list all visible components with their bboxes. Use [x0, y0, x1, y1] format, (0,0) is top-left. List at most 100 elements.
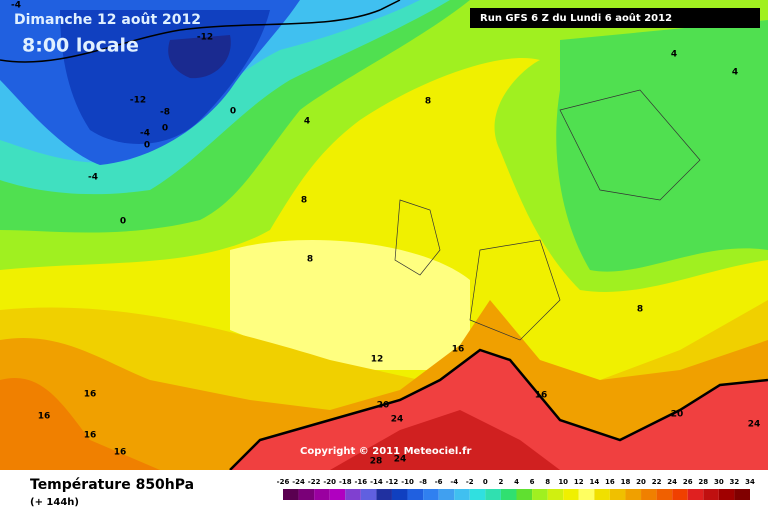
color-scale: -26 -24 -22 -20 -18 -16 -14 -12 -10 -8 -6 -4 -2 0 2 4 6 8…: [277, 478, 755, 500]
scale-label: -26: [277, 478, 290, 486]
scale-label: -12: [386, 478, 399, 486]
scale-swatch: [687, 489, 704, 500]
scale-swatch: [376, 489, 392, 500]
scale-label: 2: [498, 478, 503, 486]
scale-label: -18: [339, 478, 352, 486]
scale-label: 4: [514, 478, 519, 486]
scale-swatch: [516, 489, 533, 500]
contour-label: -4: [88, 173, 98, 183]
lead-time: (+ 144h): [30, 497, 79, 508]
scale-label: 34: [745, 478, 755, 486]
scale-swatch: [641, 489, 657, 500]
scale-swatch: [454, 489, 470, 500]
scale-label: 20: [636, 478, 646, 486]
run-box: [470, 8, 760, 28]
contour-label: 24: [391, 415, 404, 425]
zone: [0, 378, 160, 470]
scale-label: -16: [355, 478, 368, 486]
contour-label: -4: [140, 129, 150, 139]
footer-title: Température 850hPa: [30, 477, 194, 493]
contour-label: 20: [671, 410, 684, 420]
scale-swatch: [283, 489, 299, 500]
scale-label: 32: [730, 478, 740, 486]
scale-label: -10: [401, 478, 414, 486]
scale-swatch: [391, 489, 408, 500]
scale-swatch: [718, 489, 735, 500]
scale-swatch: [500, 489, 517, 500]
scale-swatch: [345, 489, 361, 500]
date: Dimanche 12 août 2012: [14, 12, 201, 28]
scale-label: -24: [292, 478, 305, 486]
scale-label: 12: [574, 478, 584, 486]
contour-label: 16: [84, 431, 97, 441]
zone: [330, 410, 560, 470]
scale-label: 28: [698, 478, 708, 486]
contour-labels: -4 -12 -12 -8 0 -4 0 0 -4 0 4 8 4 4 8 8 8 12 16 16 16 16 16 16 2…: [11, 1, 760, 467]
scale-label: -6: [435, 478, 443, 486]
copyright: Copyright © 2011 Meteociel.fr: [300, 446, 471, 457]
contour-label: 4: [671, 50, 677, 60]
zone: [230, 240, 470, 370]
scale-label: 22: [652, 478, 662, 486]
run: Run GFS 6 Z du Lundi 6 août 2012: [480, 12, 672, 24]
contour-label: 8: [301, 196, 307, 206]
scale-label: -2: [466, 478, 474, 486]
contour-label: -4: [11, 1, 21, 11]
scale-label: 10: [558, 478, 568, 486]
scale-label: -20: [323, 478, 336, 486]
scale-swatch: [298, 489, 315, 500]
contour-label: 16: [84, 390, 97, 400]
scale-label: 16: [605, 478, 615, 486]
scale-label: -4: [450, 478, 458, 486]
contour-label: 8: [425, 97, 431, 107]
contour-label: 16: [114, 448, 127, 458]
scale-label: 14: [589, 478, 599, 486]
contour-label: -12: [130, 96, 146, 106]
scale-swatch: [594, 489, 610, 500]
contour-label: 8: [637, 305, 643, 315]
contour-label: 0: [162, 124, 168, 134]
scale-swatch: [360, 489, 377, 500]
scale-label: 30: [714, 478, 724, 486]
scale-swatch: [532, 489, 548, 500]
scale-swatch: [314, 489, 330, 500]
scale-swatch: [469, 489, 486, 500]
contour-label: 24: [748, 420, 761, 430]
scale-swatch: [734, 489, 750, 500]
scale-label: -8: [419, 478, 427, 486]
scale-swatch: [672, 489, 688, 500]
scale-swatch: [329, 489, 346, 500]
zone: [168, 35, 231, 79]
time: 8:00 locale: [22, 35, 139, 57]
scale-swatch: [563, 489, 579, 500]
scale-swatch: [423, 489, 439, 500]
scale-label: -22: [308, 478, 321, 486]
contour-label: 4: [304, 117, 310, 127]
contour-label: 12: [371, 355, 384, 365]
contour-label: 24: [394, 455, 407, 465]
contour-label: -12: [197, 33, 213, 43]
scale-label: 24: [667, 478, 677, 486]
scale-label: 18: [621, 478, 631, 486]
scale-label: 6: [530, 478, 535, 486]
contour-label: 16: [535, 391, 548, 401]
scale-swatch: [485, 489, 501, 500]
contour-label: 0: [144, 141, 150, 151]
contour-label: -8: [160, 108, 170, 118]
scale-label: -14: [370, 478, 383, 486]
contour-label: 16: [452, 345, 465, 355]
contour-label: 8: [307, 255, 313, 265]
scale-swatch: [578, 489, 595, 500]
scale-swatch: [609, 489, 626, 500]
scale-swatch: [625, 489, 642, 500]
scale-swatch: [703, 489, 719, 500]
contour-label: 20: [377, 401, 390, 411]
zone: [556, 20, 768, 272]
scale-label: 26: [683, 478, 693, 486]
scale-label: 8: [545, 478, 550, 486]
isotherm: [229, 348, 768, 471]
contour-label: 4: [732, 68, 738, 78]
coastline: [394, 89, 701, 341]
